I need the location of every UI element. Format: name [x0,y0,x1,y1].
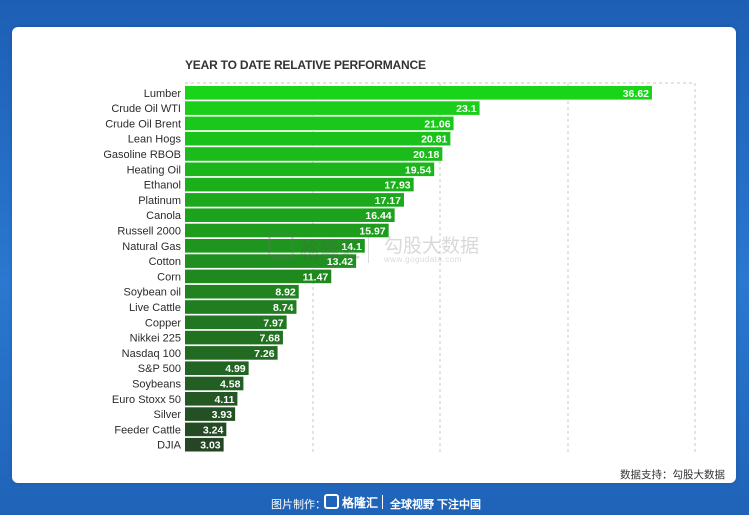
footer-brand: 格隆汇 [342,496,379,510]
data-label: 13.42 [327,256,353,268]
bars [185,86,652,452]
category-label: Soybeans [132,379,181,391]
data-label: 7.97 [263,317,284,329]
data-label: 17.93 [384,180,410,192]
category-label: Ethanol [144,180,181,192]
chart-title: YEAR TO DATE RELATIVE PERFORMANCE [185,58,426,72]
data-label: 8.92 [275,287,296,299]
bar [185,162,435,177]
data-label: 3.03 [200,440,221,452]
data-label: 36.62 [623,88,649,100]
source-note: 数据支持：勾股大数据 [620,469,725,481]
watermark-name: 勾股大数据 [384,236,480,257]
data-label: 17.17 [375,195,401,207]
data-label: 19.54 [405,164,431,176]
category-label: Platinum [138,195,181,207]
category-label: Feeder Cattle [114,424,181,436]
data-label: 8.74 [273,302,294,314]
category-label: Crude Oil Brent [105,118,181,130]
data-label: 3.24 [203,424,224,436]
data-label: 11.47 [303,271,329,283]
category-label: Copper [145,317,181,329]
data-label: 3.93 [212,409,233,421]
data-label: 21.06 [424,118,450,130]
data-label: 20.81 [421,134,447,146]
bar [185,392,238,406]
category-label: Lean Hogs [128,134,182,146]
category-label: Russell 2000 [117,226,181,238]
category-label: Gasoline RBOB [103,149,181,161]
category-label: Lumber [144,88,182,100]
category-label: DJIA [157,440,182,452]
category-label: Heating Oil [127,164,181,176]
bar [185,131,451,146]
category-label: Corn [157,271,181,283]
bar [185,269,332,284]
bar [185,361,249,375]
data-label: 15.97 [359,226,385,238]
data-label: 14.1 [341,241,362,253]
data-label: 4.11 [215,394,235,406]
category-label: Soybean oil [124,287,182,299]
bar [185,300,297,314]
category-label: Canola [146,210,182,222]
data-label: 4.58 [220,379,241,391]
bar [185,208,395,222]
footer-logo-icon [324,494,339,509]
data-label: 16.44 [365,210,391,222]
data-label: 7.26 [254,348,275,360]
bar [185,315,287,330]
footer: 图片制作： 格隆汇 全球视野 下注中国 [0,488,749,515]
category-label: Euro Stoxx 50 [112,394,181,406]
bar [185,193,404,207]
watermark-logo-icon [268,233,294,259]
bar [185,116,454,131]
data-label: 7.68 [260,333,281,345]
watermark-divider [368,233,369,263]
category-label: Nikkei 225 [130,333,181,345]
bar [185,223,389,238]
category-label: Natural Gas [122,241,181,253]
footer-slogan: 全球视野 下注中国 [390,499,482,511]
category-label: Cotton [149,256,181,268]
data-label: 4.99 [225,363,246,375]
bar [185,422,227,437]
footer-divider [382,495,383,509]
category-label: Nasdaq 100 [122,348,181,360]
labels: Lumber 36.62 Crude Oil WTI 23.1 Crude Oil Br… [103,88,649,452]
bar [185,101,480,115]
data-label: 20.18 [413,149,439,161]
bar [185,407,236,421]
category-label: S&P 500 [138,363,181,375]
bar [185,376,244,391]
category-label: Crude Oil WTI [111,103,181,115]
bar [185,177,414,192]
watermark-url: www.gogudata.com [384,255,462,264]
category-label: Live Cattle [129,302,181,314]
bar [185,254,357,268]
watermark-brand: 格隆汇 [300,240,360,262]
bar [185,239,365,253]
bar [185,346,278,360]
bar [185,437,224,452]
data-label: 23.1 [456,103,477,115]
bar [185,147,443,161]
bar [185,86,652,100]
watermark: 格隆汇 勾股大数据 www.gogudata.com [268,231,488,267]
footer-made-by: 图片制作： [271,499,326,511]
category-label: Silver [153,409,181,421]
bar [185,284,299,299]
bar [185,330,283,345]
